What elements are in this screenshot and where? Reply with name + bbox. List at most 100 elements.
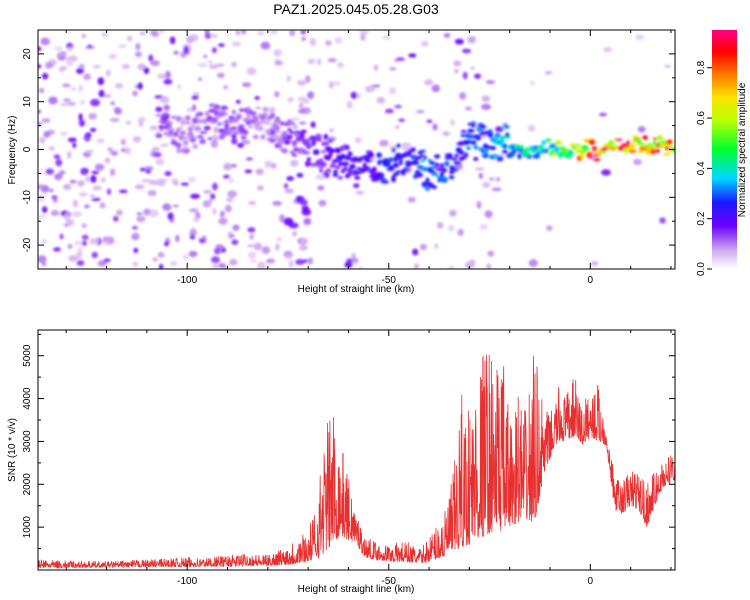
heatmap-cell	[305, 75, 311, 83]
heatmap-cell	[289, 121, 295, 126]
heatmap-cell	[249, 111, 257, 115]
heatmap-cell	[434, 155, 440, 159]
heatmap-cell	[269, 30, 278, 35]
colorbar-gradient	[712, 30, 737, 269]
heatmap-cell	[656, 135, 663, 141]
heatmap-cell	[591, 146, 598, 150]
heatmap-cell	[359, 30, 370, 35]
heatmap-cell	[528, 124, 535, 132]
heatmap-cell	[41, 239, 47, 245]
heatmap-cell	[315, 174, 326, 180]
heatmap-cell	[420, 159, 425, 163]
heatmap-cell	[475, 167, 485, 171]
heatmap-cell	[103, 258, 111, 263]
heatmap-y-ticks: -20 -10 0 10 20	[22, 29, 675, 270]
heatmap-cell	[247, 244, 254, 248]
heatmap-cell	[473, 157, 479, 161]
heatmap-cell	[663, 152, 671, 156]
heatmap-cell	[500, 137, 505, 144]
heatmap-cell	[401, 143, 412, 152]
heatmap-cell	[66, 219, 74, 226]
heatmap-cell	[245, 157, 253, 161]
heatmap-cell	[305, 162, 312, 166]
heatmap-cell	[131, 225, 138, 230]
heatmap-cell	[399, 159, 403, 166]
heatmap-cell	[157, 251, 165, 258]
heatmap-cell	[474, 73, 482, 79]
heatmap-cell	[504, 125, 510, 129]
heatmap-cell	[281, 135, 289, 141]
heatmap-cell	[213, 104, 221, 110]
heatmap-cell	[43, 131, 51, 138]
heatmap-cell	[117, 44, 127, 48]
colorbar-tick-label: 0.8	[696, 60, 707, 74]
heatmap-cell	[524, 147, 529, 153]
heatmap-cell	[50, 209, 60, 217]
heatmap-cell	[203, 189, 213, 194]
heatmap-cell	[99, 202, 106, 209]
heatmap-cell	[38, 109, 42, 114]
heatmap-cell	[291, 140, 298, 145]
heatmap-cell	[204, 110, 210, 117]
heatmap-cell	[591, 261, 599, 266]
heatmap-cell	[228, 178, 235, 184]
heatmap-cell	[232, 224, 240, 231]
heatmap-cell	[249, 259, 258, 263]
heatmap-cell	[67, 137, 77, 143]
heatmap-cell	[91, 251, 98, 259]
heatmap-cell	[637, 126, 646, 133]
snr-y-ticks: 1000 2000 3000 4000 5000	[22, 333, 675, 550]
heatmap-cell	[488, 129, 493, 135]
heatmap-cell	[491, 187, 502, 192]
heatmap-cell	[466, 146, 471, 151]
heatmap-cell	[300, 199, 308, 206]
heatmap-cell	[320, 161, 327, 167]
heatmap-cell	[185, 135, 191, 140]
heatmap-cell	[193, 125, 202, 132]
heatmap-cell	[265, 258, 276, 264]
heatmap-cell	[449, 209, 457, 217]
heatmap-cell	[647, 142, 653, 149]
heatmap-cell	[273, 49, 282, 57]
heatmap-cell	[434, 243, 439, 249]
heatmap-cell	[412, 248, 419, 256]
heatmap-cell	[165, 70, 171, 79]
heatmap-cell	[432, 123, 438, 131]
heatmap-cell	[392, 172, 400, 176]
heatmap-cell	[317, 58, 322, 66]
heatmap-cell	[100, 177, 106, 183]
heatmap-cell	[431, 172, 439, 176]
heatmap-cell	[147, 190, 157, 197]
heatmap-cell	[163, 78, 173, 85]
heatmap-cell	[182, 140, 189, 146]
heatmap-cell	[53, 247, 61, 252]
heatmap-cell	[429, 161, 436, 165]
heatmap-cell	[303, 138, 310, 145]
heatmap-cell	[189, 34, 199, 42]
heatmap-cell	[664, 146, 669, 151]
heatmap-cell	[139, 167, 146, 172]
heatmap-cell	[124, 147, 131, 155]
heatmap-cell	[291, 117, 301, 121]
heatmap-cell	[270, 113, 276, 118]
heatmap-cell	[164, 171, 172, 177]
heatmap-cell	[601, 169, 611, 176]
heatmap-cell	[72, 199, 78, 208]
heatmap-cell	[637, 141, 644, 146]
heatmap-cell	[345, 144, 350, 151]
heatmap-cell	[254, 121, 262, 125]
heatmap-cell	[176, 84, 182, 89]
heatmap-cell	[295, 259, 305, 265]
heatmap-cell	[98, 89, 105, 98]
heatmap-cell	[84, 204, 90, 209]
heatmap-cell	[106, 188, 112, 195]
heatmap-cell	[81, 240, 87, 246]
heatmap-cell	[307, 58, 316, 65]
heatmap-cell	[306, 157, 311, 162]
heatmap-cell	[67, 243, 73, 249]
heatmap-cell	[38, 255, 47, 263]
heatmap-cell	[85, 132, 92, 137]
colorbar: 0.0 0.2 0.4 0.6 0.8 Normalized spectral ampl…	[696, 30, 748, 276]
heatmap-cell	[460, 133, 468, 138]
heatmap-cell	[175, 234, 180, 243]
